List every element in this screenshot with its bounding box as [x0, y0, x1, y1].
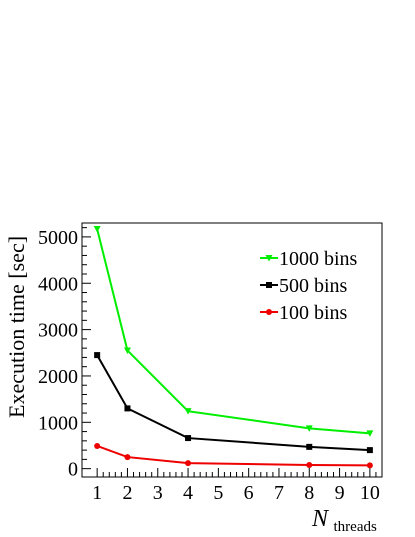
data-point	[366, 447, 373, 454]
y-tick-label: 2000	[38, 366, 78, 388]
x-axis-label-sub: threads	[334, 519, 377, 535]
data-point	[124, 405, 131, 412]
data-point	[94, 442, 101, 449]
data-point	[306, 461, 313, 468]
x-tick-label: 10	[360, 482, 380, 504]
x-axis-label-main: N	[311, 506, 330, 532]
data-point	[184, 408, 192, 415]
data-point	[366, 430, 374, 437]
legend-label: 500 bins	[279, 275, 348, 297]
data-point	[266, 309, 272, 315]
x-tick-label: 6	[244, 482, 254, 504]
data-point	[265, 255, 273, 262]
y-tick-label: 1000	[38, 412, 78, 434]
plot-frame	[81, 222, 383, 478]
ticks: 1 2 3 4 5 6 7 8 9 10 0 1000 2000 3000 4000 5000	[38, 227, 380, 504]
x-tick-label: 1	[92, 482, 102, 504]
data-point	[94, 352, 101, 359]
x-tick-label: 7	[274, 482, 284, 504]
y-tick-label: 3000	[38, 320, 78, 342]
x-tick-label: 8	[304, 482, 314, 504]
y-axis-label: Execution time [sec]	[4, 236, 29, 418]
y-tick-label: 4000	[38, 273, 78, 295]
data-point	[185, 460, 192, 467]
legend-label: 100 bins	[279, 302, 348, 324]
data-point	[123, 347, 131, 354]
data-point	[124, 454, 131, 461]
x-axis-label: N threads	[311, 506, 377, 535]
data-point	[93, 226, 101, 233]
x-tick-label: 4	[183, 482, 193, 504]
legend-label: 1000 bins	[279, 248, 358, 270]
legend: 1000 bins 500 bins 100 bins	[260, 248, 358, 324]
series-line	[96, 354, 370, 452]
x-tick-label: 5	[213, 482, 223, 504]
data-point	[366, 462, 373, 469]
series-layer	[93, 226, 374, 469]
x-tick-label: 3	[153, 482, 163, 504]
y-tick-label: 5000	[38, 227, 78, 249]
data-point	[306, 443, 313, 450]
y-tick-label: 0	[68, 459, 78, 481]
x-tick-label: 9	[335, 482, 345, 504]
data-point	[305, 425, 313, 432]
x-tick-label: 2	[122, 482, 132, 504]
data-point	[185, 435, 192, 442]
data-point	[266, 282, 272, 288]
